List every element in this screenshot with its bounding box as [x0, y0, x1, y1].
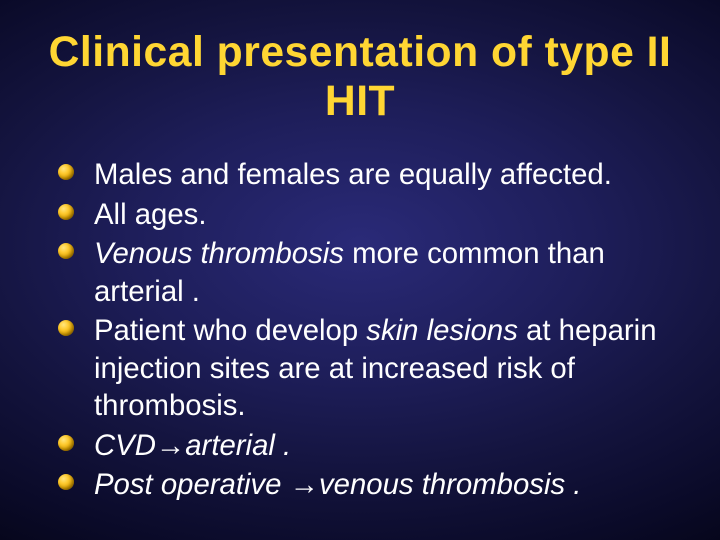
list-item: Post operative →venous thrombosis .	[92, 466, 672, 504]
text-run: CVD	[94, 429, 156, 462]
arrow-icon: →	[290, 468, 319, 501]
text-run: arterial .	[185, 429, 291, 462]
list-item: CVD→arterial .	[92, 427, 672, 465]
text-run: Males and females are equally affected.	[94, 158, 612, 191]
list-item: Venous thrombosis more common than arter…	[92, 235, 672, 310]
list-item: Patient who develop skin lesions at hepa…	[92, 312, 672, 425]
slide: Clinical presentation of type II HIT Mal…	[0, 0, 720, 540]
text-run: Post operative	[94, 468, 290, 501]
arrow-icon: →	[156, 429, 185, 462]
slide-title: Clinical presentation of type II HIT	[48, 28, 672, 126]
text-run: venous thrombosis .	[319, 468, 581, 501]
list-item: All ages.	[92, 196, 672, 234]
list-item: Males and females are equally affected.	[92, 156, 672, 194]
text-run: Patient who develop	[94, 314, 366, 347]
text-run: Venous thrombosis	[94, 237, 344, 270]
bullet-list: Males and females are equally affected. A…	[48, 156, 672, 504]
text-run: All ages.	[94, 198, 207, 231]
text-run: skin lesions	[366, 314, 518, 347]
